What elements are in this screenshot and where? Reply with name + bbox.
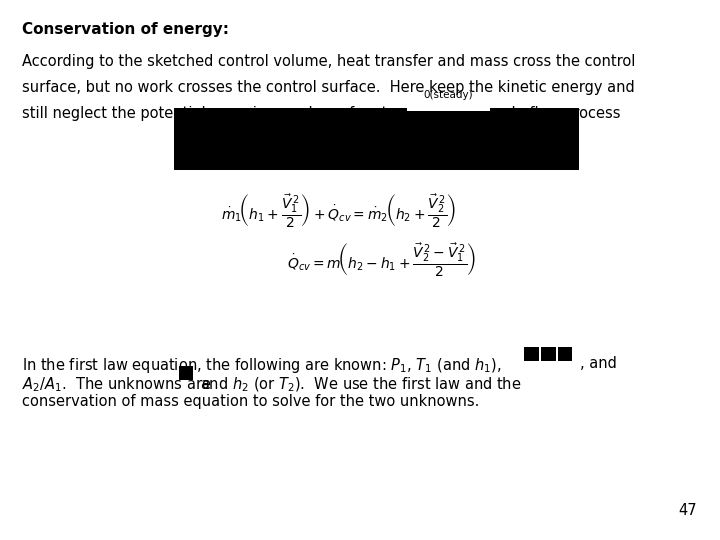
Text: still neglect the potential energies, we have for steady-state, steady-flow proc: still neglect the potential energies, we… (22, 106, 620, 121)
Text: In the first law equation, the following are known: $P_1$, $T_1$ (and $h_1$),: In the first law equation, the following… (22, 356, 501, 375)
Text: , and: , and (580, 356, 617, 372)
Text: 47: 47 (678, 503, 697, 518)
Bar (174, 108, 579, 170)
Bar (541, 347, 556, 361)
Text: $A_2/A_1$.  The unknowns are: $A_2/A_1$. The unknowns are (22, 375, 211, 394)
Text: surface, but no work crosses the control surface.  Here keep the kinetic energy : surface, but no work crosses the control… (22, 80, 634, 95)
Bar (524, 347, 539, 361)
Text: Conservation of energy:: Conservation of energy: (22, 22, 229, 37)
Bar (179, 366, 193, 380)
Text: $\dot{Q}_{cv} = m\!\left(h_2 - h_1 + \dfrac{\vec{V}_2^{\,2} - \vec{V}_1^{\,2}}{2: $\dot{Q}_{cv} = m\!\left(h_2 - h_1 + \df… (287, 241, 476, 278)
Text: $\dot{m}_1\!\left(h_1 + \dfrac{\vec{V}_1^{\,2}}{2}\right) + \dot{Q}_{cv} = \dot{: $\dot{m}_1\!\left(h_1 + \dfrac{\vec{V}_1… (221, 192, 456, 229)
Bar (407, 99, 490, 111)
Text: conservation of mass equation to solve for the two unknowns.: conservation of mass equation to solve f… (22, 394, 479, 409)
Text: and $h_2$ (or $T_2$).  We use the first law and the: and $h_2$ (or $T_2$). We use the first l… (200, 375, 522, 394)
Text: According to the sketched control volume, heat transfer and mass cross the contr: According to the sketched control volume… (22, 54, 635, 69)
Text: 0(steady): 0(steady) (423, 90, 472, 100)
Bar (558, 347, 572, 361)
